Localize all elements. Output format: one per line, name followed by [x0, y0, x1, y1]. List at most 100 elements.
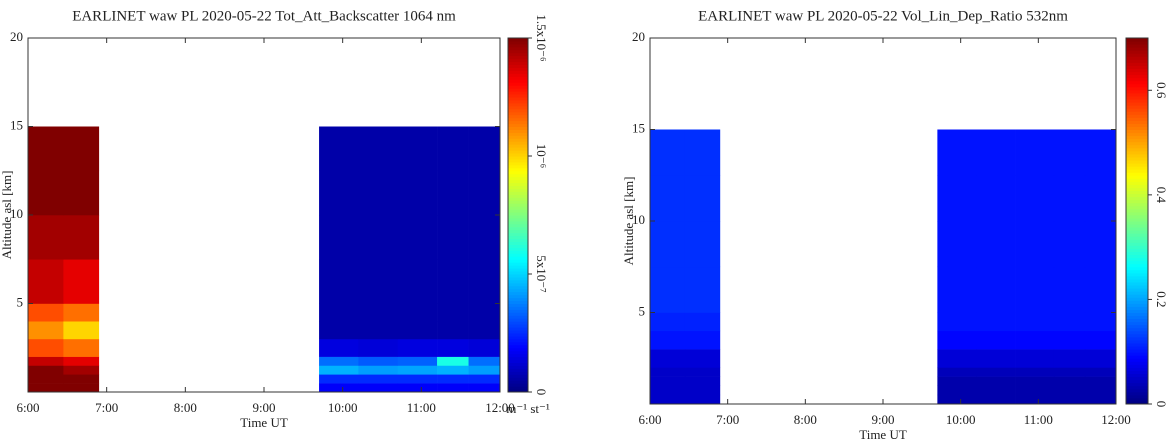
- heatmap-cell: [684, 312, 721, 332]
- colorbar-swatch: [508, 282, 528, 287]
- heatmap-cell: [1084, 394, 1117, 405]
- heatmap-cell: [319, 303, 359, 322]
- heatmap-cell: [397, 321, 438, 340]
- colorbar-swatch: [1126, 89, 1148, 94]
- heatmap-cell: [437, 303, 469, 322]
- heatmap-cell: [1084, 349, 1117, 368]
- heatmap-cell: [650, 349, 686, 368]
- colorbar-swatch: [508, 335, 528, 340]
- heatmap-cell: [397, 356, 438, 366]
- heatmap-cell: [976, 330, 1016, 350]
- heatmap-cell: [63, 321, 100, 340]
- heatmap-cell: [319, 259, 359, 304]
- colorbar-swatch: [1126, 397, 1148, 402]
- heatmap-cell: [937, 376, 977, 386]
- colorbar-swatch: [508, 306, 528, 310]
- heatmap-cell: [63, 170, 100, 216]
- heatmap-cell: [63, 303, 100, 322]
- heatmap-cell: [1084, 330, 1117, 350]
- colorbar-swatch: [508, 117, 528, 122]
- heatmap-cell: [397, 170, 438, 216]
- colorbar-swatch: [1126, 178, 1148, 182]
- colorbar-swatch: [508, 285, 528, 290]
- x-tick-label: 10:00: [328, 400, 358, 415]
- colorbar-swatch: [1126, 144, 1148, 149]
- colorbar-swatch: [1126, 361, 1148, 365]
- x-tick-label: 6:00: [638, 412, 661, 427]
- colorbar-swatch: [1126, 321, 1148, 326]
- colorbar-swatch: [1126, 358, 1148, 362]
- colorbar-swatch: [508, 294, 528, 299]
- heatmap-cell: [684, 367, 721, 377]
- colorbar-swatch: [1126, 263, 1148, 268]
- heatmap-cell: [63, 383, 100, 393]
- colorbar-swatch: [508, 274, 528, 278]
- colorbar-swatch: [508, 61, 528, 66]
- colorbar-swatch: [508, 108, 528, 113]
- heatmap-cell: [976, 394, 1016, 405]
- colorbar-swatch: [508, 91, 528, 95]
- heatmap-cell: [1015, 330, 1055, 350]
- colorbar-swatch: [1126, 86, 1148, 91]
- x-tick-label: 12:00: [1101, 412, 1131, 427]
- colorbar-swatch: [508, 232, 528, 237]
- colorbar-swatch: [1126, 77, 1148, 82]
- colorbar-swatch: [508, 73, 528, 77]
- colorbar-swatch: [1126, 364, 1148, 368]
- heatmap-cell: [63, 374, 100, 384]
- heatmap-cell: [437, 338, 469, 357]
- heatmap-cell: [437, 383, 469, 393]
- heatmap-cell: [684, 175, 721, 222]
- colorbar-swatch: [508, 297, 528, 302]
- colorbar-swatch: [1126, 193, 1148, 198]
- heatmap-cell: [1084, 175, 1117, 222]
- heatmap-cell: [976, 266, 1016, 313]
- heatmap-cell: [684, 376, 721, 386]
- colorbar-swatch: [508, 55, 528, 60]
- heatmap-cell: [319, 365, 359, 375]
- colorbar-tick-label: 5x10⁻⁷: [534, 255, 549, 292]
- colorbar-swatch: [508, 182, 528, 186]
- colorbar-swatch: [1126, 199, 1148, 204]
- colorbar-swatch: [1126, 230, 1148, 234]
- heatmap-cell: [1015, 221, 1055, 268]
- colorbar-swatch: [1126, 105, 1148, 109]
- colorbar-swatch: [508, 170, 528, 175]
- colorbar-swatch: [1126, 153, 1148, 158]
- colorbar-swatch: [1126, 95, 1148, 100]
- colorbar-swatch: [508, 330, 528, 334]
- colorbar-swatch: [508, 203, 528, 207]
- heatmap-cell: [28, 259, 64, 304]
- colorbar-swatch: [1126, 391, 1148, 396]
- colorbar-swatch: [1126, 214, 1148, 219]
- colorbar-tick-label: 1.5x10⁻⁶: [534, 14, 549, 61]
- colorbar-swatch: [1126, 349, 1148, 353]
- colorbar-swatch: [1126, 294, 1148, 298]
- colorbar-swatch: [1126, 47, 1148, 51]
- colorbar-swatch: [508, 209, 528, 213]
- colorbar-label: m⁻¹ st⁻¹: [506, 401, 550, 416]
- heatmap-cell: [650, 367, 686, 377]
- colorbar-swatch: [1126, 120, 1148, 124]
- heatmap-cell: [319, 126, 359, 172]
- heatmap-cell: [468, 303, 501, 322]
- colorbar-swatch: [1126, 233, 1148, 237]
- colorbar-swatch: [508, 238, 528, 243]
- y-tick-label: 5: [639, 303, 646, 318]
- colorbar-swatch: [508, 265, 528, 269]
- colorbar-swatch: [508, 173, 528, 178]
- heatmap-cell: [437, 365, 469, 375]
- heatmap-cell: [319, 374, 359, 384]
- heatmap-cell: [684, 129, 721, 176]
- heatmap-cell: [1015, 367, 1055, 377]
- colorbar-swatch: [1126, 184, 1148, 188]
- colorbar-swatch: [508, 241, 528, 245]
- colorbar-swatch: [1126, 99, 1148, 103]
- colorbar-swatch: [508, 291, 528, 296]
- heatmap-cell: [63, 126, 100, 172]
- heatmap-cell: [976, 312, 1016, 332]
- heatmap-cell: [468, 356, 501, 366]
- colorbar-swatch: [508, 389, 528, 393]
- colorbar-swatch: [508, 338, 528, 343]
- heatmap-cell: [650, 394, 686, 405]
